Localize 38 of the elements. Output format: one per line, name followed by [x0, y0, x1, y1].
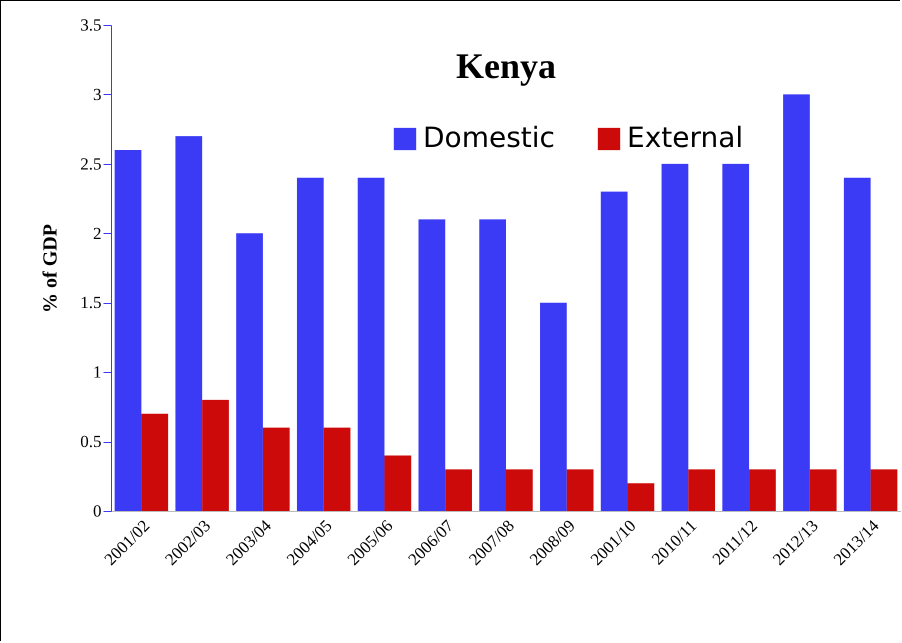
bar	[479, 219, 506, 511]
bar	[810, 469, 837, 511]
y-tick-label: 1.5	[80, 293, 102, 312]
bar	[540, 302, 567, 511]
y-axis-title: % of GDP	[39, 224, 62, 313]
bar	[236, 233, 263, 511]
bar	[324, 428, 350, 511]
bar	[418, 219, 446, 511]
bar	[662, 164, 688, 511]
bar	[296, 178, 324, 511]
bar	[141, 414, 168, 511]
bar	[749, 469, 776, 511]
bar	[384, 455, 412, 511]
bar	[506, 469, 533, 511]
bar	[445, 469, 472, 511]
bar	[688, 469, 716, 511]
bar	[175, 136, 202, 511]
text: Kenya	[456, 46, 556, 86]
legend-label: External	[627, 121, 744, 154]
y-tick-label: 2	[93, 224, 102, 243]
bar	[262, 428, 290, 511]
legend-label: Domestic	[423, 121, 555, 154]
y-tick-label: 0	[93, 502, 102, 520]
y-tick-label: 1	[93, 362, 102, 382]
bar	[870, 469, 898, 511]
bar	[358, 178, 384, 511]
bar	[566, 469, 594, 511]
bar	[628, 483, 654, 511]
y-tick-label: 3	[93, 84, 102, 104]
bar	[844, 178, 871, 511]
y-tick-label: 2.5	[80, 154, 102, 174]
bar	[722, 164, 750, 511]
y-tick-label: 0.5	[80, 432, 102, 452]
bar	[114, 150, 142, 511]
bar	[783, 94, 810, 511]
y-tick-label: 3.5	[80, 16, 102, 34]
bar	[202, 400, 229, 511]
bar	[600, 192, 628, 511]
